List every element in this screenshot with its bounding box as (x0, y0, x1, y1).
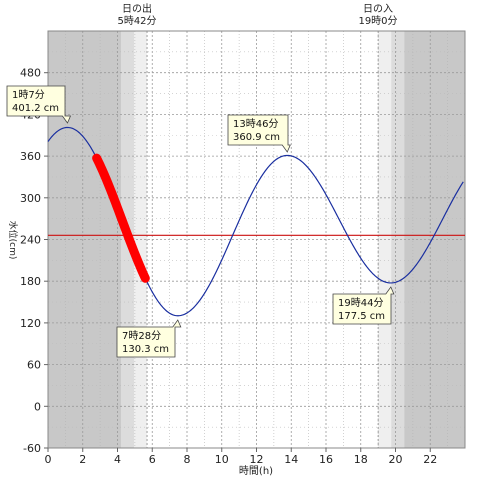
y-tick-label: 0 (34, 400, 41, 413)
extremum-time-label: 7時28分 (122, 330, 161, 342)
y-tick-label: 60 (27, 359, 41, 372)
grid (48, 31, 465, 448)
highlighted-segment (92, 153, 150, 283)
x-tick-label: 10 (215, 453, 229, 466)
extremum-level-label: 401.2 cm (12, 103, 59, 114)
x-tick-label: 0 (45, 453, 52, 466)
x-tick-label: 6 (149, 453, 156, 466)
extremum-callout-box (332, 286, 395, 325)
extremum-callout-box (227, 114, 291, 153)
sunrise-label: 日の出 (122, 2, 152, 15)
y-axis-title: 水位(cm) (7, 221, 19, 260)
extremum-time-label: 13時46分 (233, 118, 278, 130)
extrema-labels: 1時7分 401.2 cm 7時28分 130.3 cm 13時46分 360.9 cm 1… (6, 85, 395, 358)
extremum-callout-box (6, 85, 72, 124)
x-tick-label: 20 (389, 453, 403, 466)
sunrise-time: 5時42分 (117, 15, 156, 27)
extremum-time-label: 19時44分 (338, 297, 383, 309)
x-tick-label: 4 (114, 453, 121, 466)
sunset-label: 日の入 (363, 4, 393, 15)
extremum-time-label: 1時7分 (12, 89, 45, 101)
x-tick-label: 14 (284, 453, 298, 466)
extremum-level-label: 130.3 cm (122, 344, 169, 355)
y-tick-label: 180 (20, 275, 41, 288)
extremum-callout-box (116, 319, 182, 358)
y-tick-label: 300 (20, 192, 41, 205)
x-tick-label: 16 (319, 453, 333, 466)
y-tick-label: 360 (20, 150, 41, 163)
axes: 0 2 4 6 8 10 12 14 16 18 20 22 -60 0 60 120 180 240 300 360… (20, 67, 437, 466)
night-area-evening (404, 31, 465, 448)
extremum-level-label: 177.5 cm (338, 311, 385, 322)
x-tick-label: 2 (79, 453, 86, 466)
x-axis-title: 時間(h) (239, 465, 273, 477)
y-tick-label: -60 (23, 442, 41, 455)
x-tick-label: 8 (184, 453, 191, 466)
x-tick-label: 18 (354, 453, 368, 466)
y-tick-label: 120 (20, 317, 41, 330)
x-tick-label: 22 (423, 453, 437, 466)
x-tick-label: 12 (250, 453, 264, 466)
y-tick-label: 240 (20, 234, 41, 247)
sunset-time: 19時0分 (358, 15, 397, 27)
extremum-level-label: 360.9 cm (233, 132, 280, 143)
y-tick-label: 480 (20, 67, 41, 80)
